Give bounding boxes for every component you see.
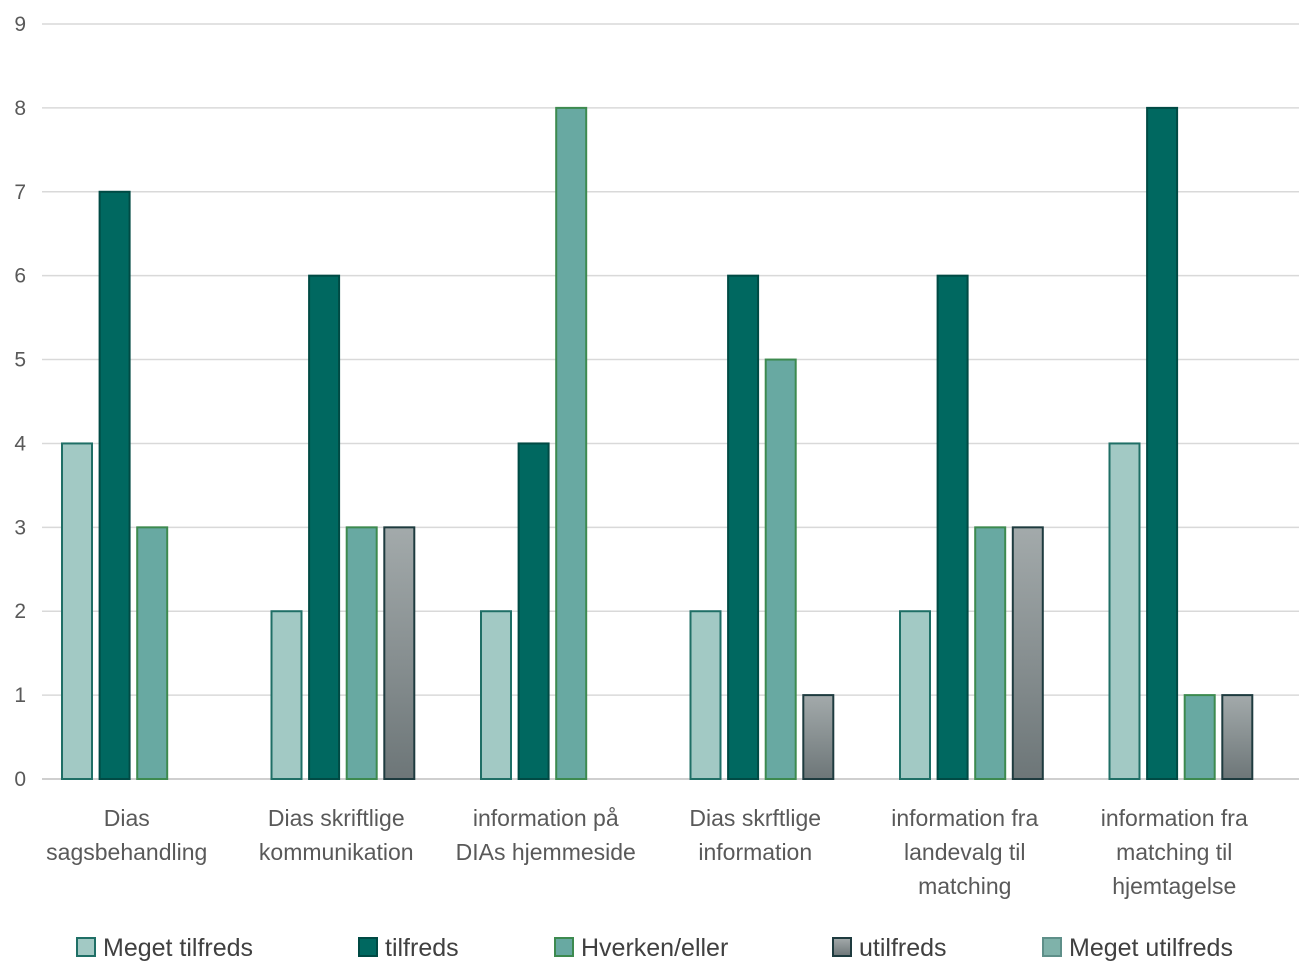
bar-meget-tilfreds bbox=[61, 442, 93, 780]
bar-meget-tilfreds bbox=[270, 610, 303, 780]
y-axis-ticks: 0 1 2 3 4 5 6 7 8 9 bbox=[14, 13, 26, 791]
legend-swatch bbox=[554, 937, 574, 957]
y-tick-label: 2 bbox=[14, 600, 26, 623]
x-category-label: kommunikation bbox=[259, 839, 414, 865]
x-category-label: matching til bbox=[1116, 839, 1232, 865]
legend: Meget tilfreds tilfreds Hverken/eller utilf… bbox=[76, 934, 1233, 962]
x-category-label: Dias skriftlige bbox=[268, 805, 405, 831]
bar-meget-tilfreds bbox=[899, 610, 931, 780]
legend-swatch bbox=[76, 937, 96, 957]
legend-swatch bbox=[832, 937, 852, 957]
x-category-label: DIAs hjemmeside bbox=[456, 839, 636, 865]
legend-label: Meget tilfreds bbox=[103, 934, 253, 962]
legend-label: Meget utilfreds bbox=[1069, 934, 1233, 962]
y-tick-label: 8 bbox=[14, 97, 26, 120]
bar-utilfreds bbox=[802, 694, 835, 780]
bar-meget-tilfreds bbox=[689, 610, 722, 780]
y-tick-label: 0 bbox=[14, 768, 26, 791]
bar-utilfreds bbox=[1221, 694, 1254, 780]
y-tick-label: 1 bbox=[14, 684, 26, 707]
x-category-label: matching bbox=[918, 873, 1011, 899]
y-tick-label: 6 bbox=[14, 265, 26, 288]
legend-label: utilfreds bbox=[859, 934, 947, 962]
bar-hverken-eller bbox=[345, 526, 378, 780]
bar-tilfreds bbox=[517, 442, 550, 780]
bar-hverken-eller bbox=[136, 526, 169, 780]
x-category-label: Dias skrftlige bbox=[689, 805, 821, 831]
x-category-label: landevalg til bbox=[904, 839, 1025, 865]
x-category-label: information bbox=[698, 839, 812, 865]
x-category-label: hjemtagelse bbox=[1112, 873, 1236, 899]
y-tick-label: 9 bbox=[14, 13, 26, 36]
x-category-label: Dias bbox=[104, 805, 150, 831]
x-axis-categories: Dias sagsbehandling Dias skriftlige kommuni… bbox=[46, 805, 1248, 899]
bar-utilfreds bbox=[1011, 526, 1044, 780]
x-category-label: sagsbehandling bbox=[46, 839, 207, 865]
bar-tilfreds bbox=[727, 274, 760, 780]
legend-label: tilfreds bbox=[385, 934, 459, 962]
bars bbox=[61, 106, 1254, 780]
y-tick-label: 3 bbox=[14, 516, 26, 539]
x-category-label: information fra bbox=[891, 805, 1038, 831]
bar-tilfreds bbox=[936, 274, 969, 780]
bar-hverken-eller bbox=[764, 358, 797, 780]
bar-hverken-eller bbox=[1183, 694, 1216, 780]
bar-hverken-eller bbox=[974, 526, 1007, 780]
bar-tilfreds bbox=[308, 274, 341, 780]
bar-meget-tilfreds bbox=[1108, 442, 1141, 780]
y-tick-label: 7 bbox=[14, 181, 26, 204]
bar-hverken-eller bbox=[555, 106, 588, 780]
bar-utilfreds bbox=[383, 526, 416, 780]
gridlines bbox=[42, 23, 1299, 780]
y-tick-label: 5 bbox=[14, 349, 26, 372]
legend-swatch bbox=[1042, 937, 1062, 957]
bar-meget-tilfreds bbox=[480, 610, 512, 780]
legend-label: Hverken/eller bbox=[581, 934, 728, 962]
legend-swatch bbox=[358, 937, 378, 957]
y-tick-label: 4 bbox=[14, 432, 26, 455]
x-category-label: information fra bbox=[1101, 805, 1248, 831]
x-category-label: information på bbox=[473, 805, 619, 831]
bar-tilfreds bbox=[98, 190, 131, 780]
bar-tilfreds bbox=[1146, 106, 1179, 780]
